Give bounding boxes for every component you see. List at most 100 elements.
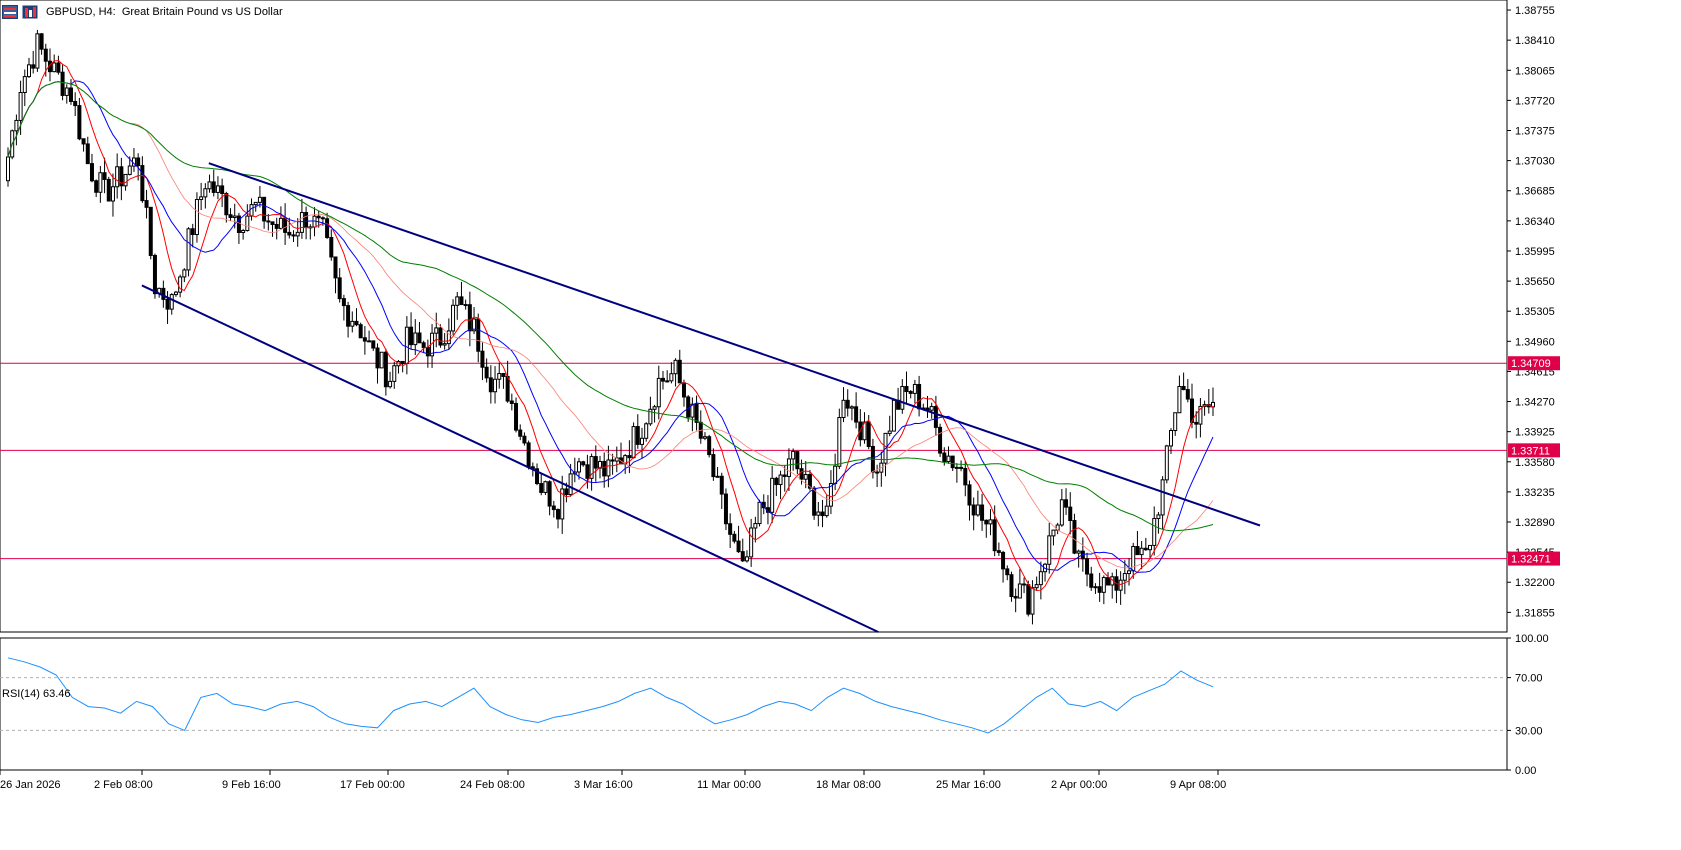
ma-long-line xyxy=(7,81,1214,532)
candle-body xyxy=(182,269,187,278)
candle-body xyxy=(299,212,304,233)
candle-body xyxy=(459,296,464,306)
candle-body xyxy=(1089,573,1094,588)
candle-body xyxy=(841,399,846,419)
candle-body xyxy=(476,318,481,352)
x-tick-label: 9 Feb 16:00 xyxy=(222,779,281,791)
candle-body xyxy=(241,230,246,233)
candle-body xyxy=(463,304,468,307)
x-tick-label: 26 Jan 2026 xyxy=(0,779,61,791)
candle-body xyxy=(912,383,917,394)
candle-body xyxy=(946,455,951,463)
candle-body xyxy=(304,212,309,228)
candle-body xyxy=(98,172,103,193)
candle-body xyxy=(543,481,548,493)
candle-body xyxy=(1009,574,1014,598)
candle-body xyxy=(186,228,191,271)
ma-slow-line xyxy=(7,81,1214,569)
candle-body xyxy=(891,399,896,432)
candle-body xyxy=(959,466,964,469)
candle-body xyxy=(249,204,254,217)
chart-header: GBPUSD, H4: Great Britain Pound vs US Do… xyxy=(0,0,283,24)
candle-body xyxy=(375,347,380,369)
rsi-pane-frame xyxy=(0,637,1508,771)
candle-body xyxy=(94,180,99,193)
candle-body xyxy=(1177,385,1182,414)
y-tick-label: 1.32200 xyxy=(1515,577,1555,589)
candle-body xyxy=(1181,385,1186,391)
candle-body xyxy=(631,426,636,459)
candle-body xyxy=(522,435,527,444)
x-tick-label: 11 Mar 00:00 xyxy=(697,779,761,791)
chart-bars-icon[interactable] xyxy=(22,5,38,19)
candle-body xyxy=(900,385,905,410)
candle-body xyxy=(547,481,552,507)
candle-body xyxy=(568,473,573,495)
candle-body xyxy=(388,380,393,388)
candle-body xyxy=(1030,587,1035,615)
candle-body xyxy=(1085,558,1090,575)
candle-body xyxy=(954,466,959,469)
candle-body xyxy=(917,383,922,410)
candle-body xyxy=(56,62,61,73)
y-tick-label: 1.35995 xyxy=(1515,246,1555,258)
candle-body xyxy=(484,366,489,379)
candle-body xyxy=(14,119,19,132)
candle-body xyxy=(535,468,540,485)
candle-body xyxy=(165,298,170,310)
candle-body xyxy=(875,471,880,474)
candle-body xyxy=(694,403,699,423)
candle-body xyxy=(740,551,745,562)
candle-body xyxy=(1194,421,1199,425)
candle-body xyxy=(719,475,724,495)
candle-body xyxy=(409,326,414,346)
candle-body xyxy=(110,186,115,202)
candle-body xyxy=(660,377,665,382)
candle-body xyxy=(551,505,556,511)
price-level-tag xyxy=(1508,551,1560,566)
candle-body xyxy=(862,421,867,441)
candle-body xyxy=(232,215,237,219)
candle-body xyxy=(950,455,955,469)
candle-body xyxy=(824,505,829,517)
y-tick-label: 1.37720 xyxy=(1515,95,1555,107)
candle-body xyxy=(325,218,330,238)
candle-body xyxy=(681,382,686,398)
candle-body xyxy=(1001,551,1006,570)
candle-body xyxy=(770,477,775,513)
candle-body xyxy=(367,340,372,343)
candle-body xyxy=(602,460,607,477)
candle-body xyxy=(64,87,69,96)
x-tick-label: 3 Mar 16:00 xyxy=(574,779,633,791)
x-tick-label: 9 Apr 08:00 xyxy=(1170,779,1226,791)
candle-body xyxy=(1185,389,1190,400)
candle-body xyxy=(1127,570,1132,575)
candle-body xyxy=(786,458,791,477)
y-tick-label: 1.34270 xyxy=(1515,397,1555,409)
candle-body xyxy=(480,350,485,368)
candle-body xyxy=(639,437,644,445)
candle-body xyxy=(115,166,120,188)
candle-body xyxy=(799,468,804,480)
candle-body xyxy=(220,185,225,194)
candle-body xyxy=(362,337,367,342)
candle-body xyxy=(329,236,334,258)
candle-body xyxy=(501,373,506,377)
y-tick-label: 1.31855 xyxy=(1515,607,1555,619)
candle-body xyxy=(677,359,682,384)
candle-body xyxy=(1143,547,1148,551)
candle-body xyxy=(379,351,384,369)
candle-body xyxy=(711,454,716,478)
candle-body xyxy=(589,456,594,479)
channel-line-upper[interactable] xyxy=(208,162,1261,527)
candle-body xyxy=(828,483,833,507)
candle-body xyxy=(1076,550,1081,554)
candle-body xyxy=(123,173,128,187)
candle-body xyxy=(1173,412,1178,432)
candle-body xyxy=(39,33,44,50)
candle-body xyxy=(207,181,212,190)
channel-line-lower[interactable] xyxy=(141,284,879,633)
candle-body xyxy=(702,436,707,439)
chart-grid-icon[interactable] xyxy=(2,5,18,19)
